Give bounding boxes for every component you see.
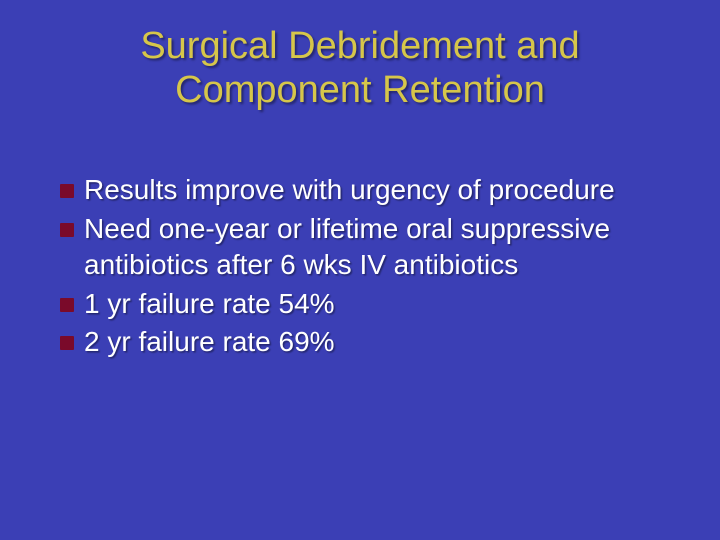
list-item: Need one-year or lifetime oral suppressi… [60,211,680,284]
slide: Surgical Debridement and Component Reten… [0,0,720,540]
list-item: 2 yr failure rate 69% [60,324,680,360]
bullet-icon [60,223,74,237]
bullet-icon [60,184,74,198]
bullet-text: Results improve with urgency of procedur… [84,172,680,208]
bullet-text: 1 yr failure rate 54% [84,286,680,322]
slide-title: Surgical Debridement and Component Reten… [40,25,680,112]
bullet-text: 2 yr failure rate 69% [84,324,680,360]
list-item: Results improve with urgency of procedur… [60,172,680,208]
bullet-icon [60,336,74,350]
list-item: 1 yr failure rate 54% [60,286,680,322]
bullet-icon [60,298,74,312]
title-line-2: Component Retention [175,69,545,111]
bullet-text: Need one-year or lifetime oral suppressi… [84,211,680,284]
slide-content: Results improve with urgency of procedur… [40,172,680,360]
title-line-1: Surgical Debridement and [140,25,579,67]
